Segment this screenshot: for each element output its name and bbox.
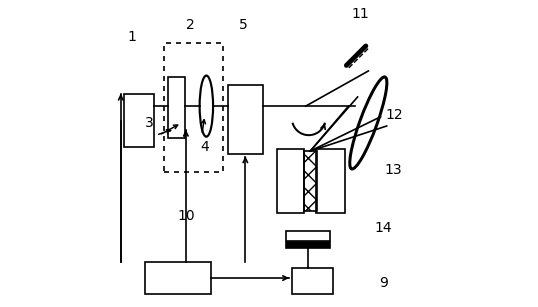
Bar: [277, 149, 304, 213]
Bar: [286, 231, 330, 241]
Bar: [286, 242, 330, 248]
Text: 3: 3: [145, 116, 154, 130]
Bar: [165, 44, 223, 172]
Bar: [168, 77, 185, 138]
Bar: [303, 151, 317, 211]
Bar: [316, 149, 345, 213]
Bar: [145, 262, 211, 294]
Bar: [292, 268, 333, 294]
Text: 11: 11: [352, 7, 370, 21]
Bar: [228, 85, 263, 154]
Text: 1: 1: [128, 30, 137, 45]
Text: 9: 9: [379, 276, 388, 290]
Text: 4: 4: [201, 140, 209, 154]
Text: 14: 14: [375, 221, 392, 235]
Text: 2: 2: [186, 18, 195, 32]
Text: 5: 5: [239, 18, 247, 32]
Text: 12: 12: [386, 108, 403, 122]
Text: 10: 10: [178, 209, 195, 223]
Bar: [124, 94, 154, 147]
Text: 13: 13: [384, 163, 401, 177]
